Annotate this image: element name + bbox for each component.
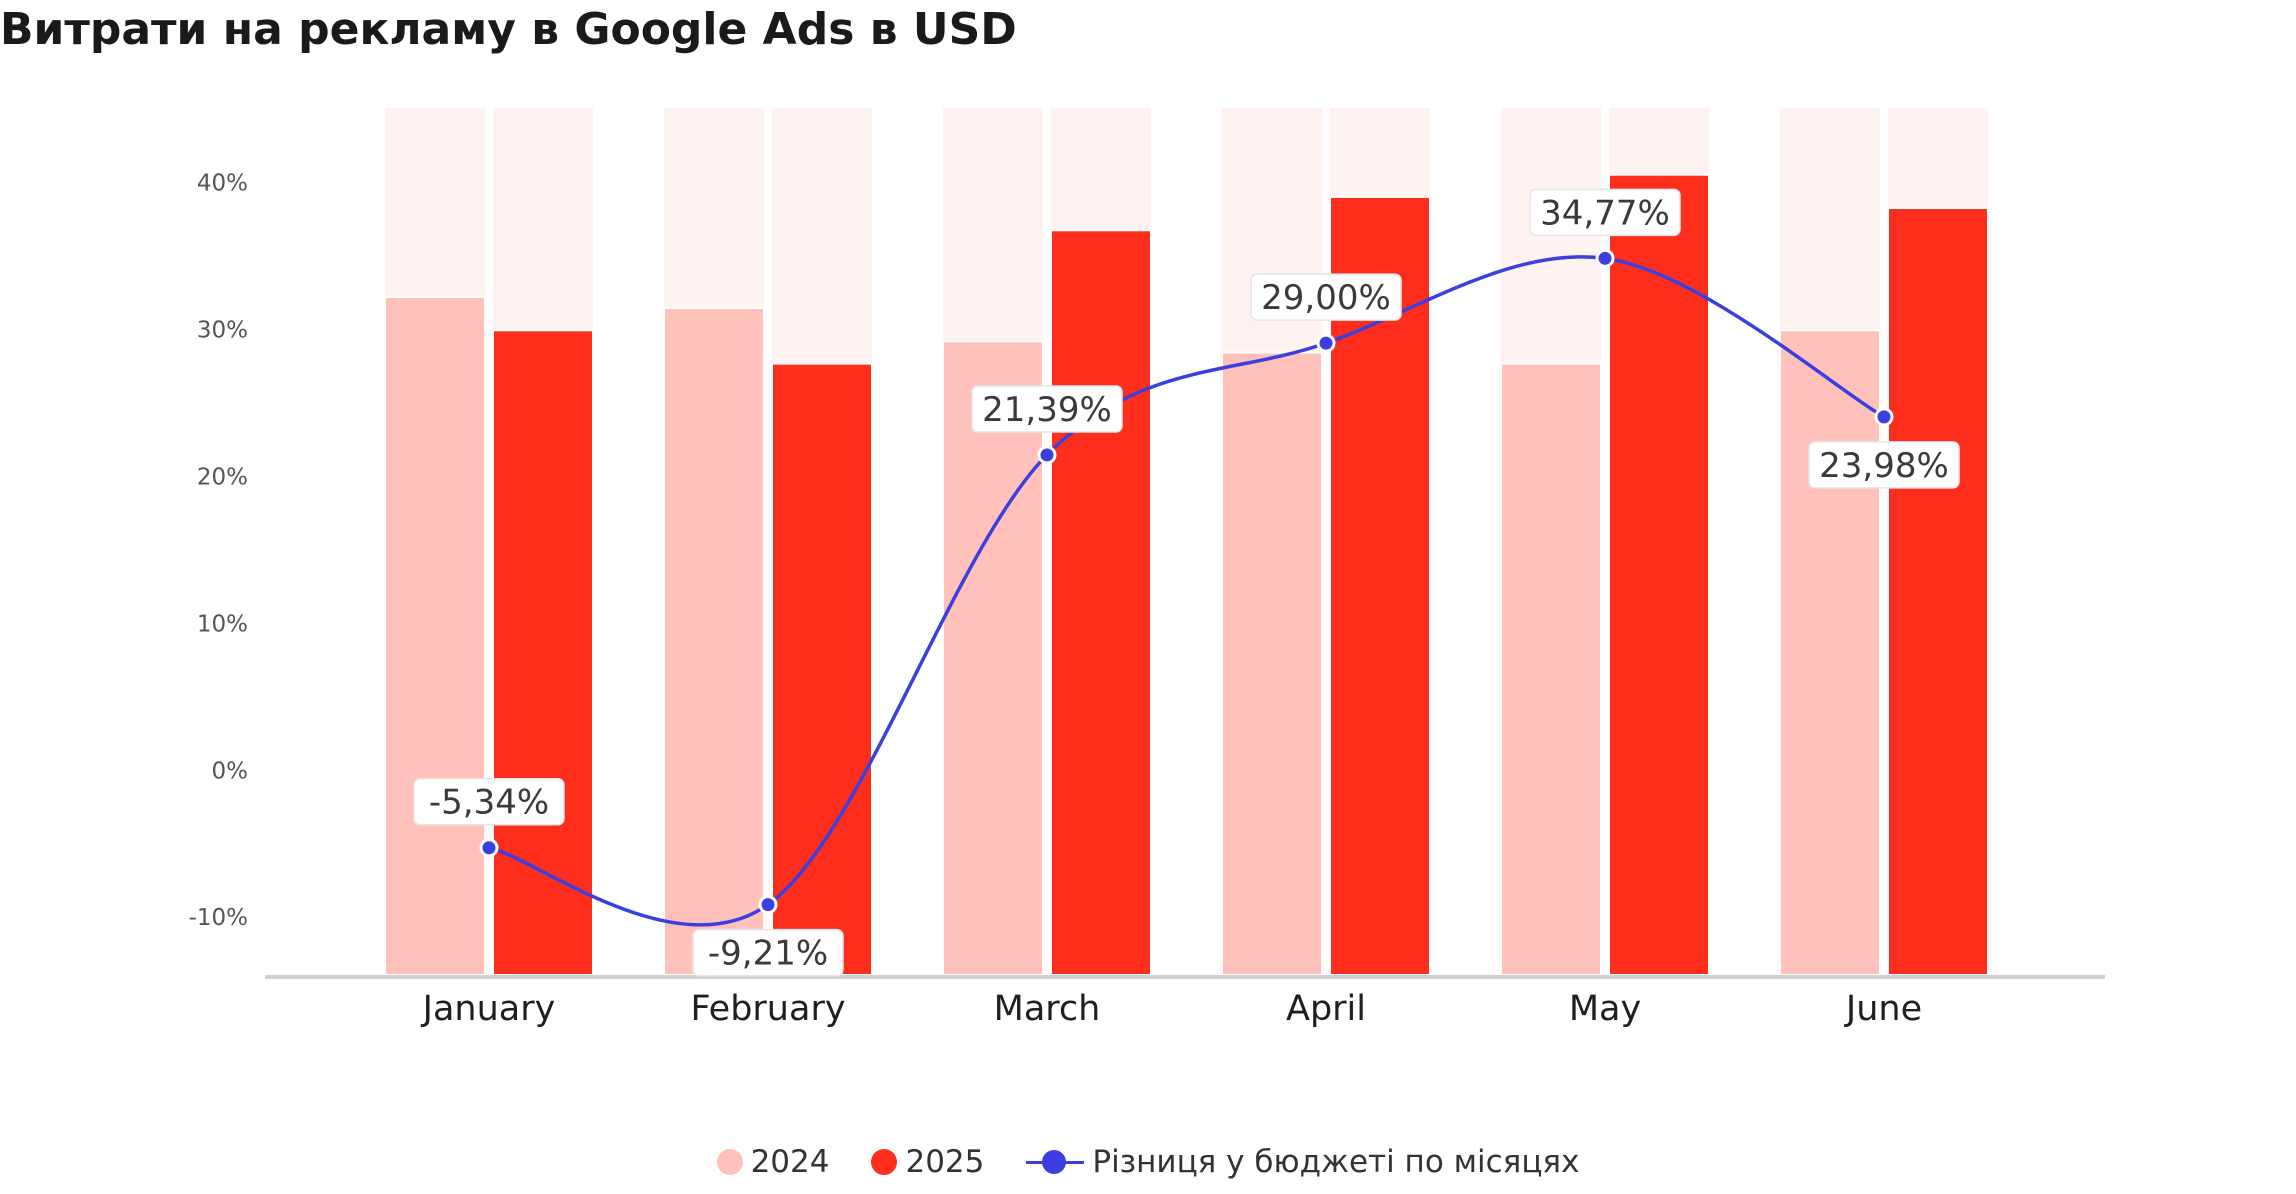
bar-2025 — [1050, 229, 1152, 976]
data-label-background — [1529, 188, 1681, 237]
data-label: 29,00% — [1261, 278, 1391, 318]
legend-item-2025[interactable]: 2025 — [871, 1144, 984, 1180]
bar-2025 — [1887, 207, 1989, 977]
data-label: 21,39% — [982, 390, 1112, 430]
data-label-background — [1250, 273, 1402, 321]
bar-2024 — [942, 340, 1044, 976]
x-tick-label: February — [690, 989, 845, 1029]
data-label-box: 29,00% — [1250, 273, 1402, 321]
data-label-background — [1808, 441, 1960, 489]
chart-legend: 2024 2025 Різниця у бюджеті по місяцях — [0, 1144, 2296, 1180]
x-tick-label: June — [1844, 989, 1922, 1029]
bar-2025 — [1329, 195, 1431, 976]
bar-2024 — [1221, 351, 1323, 976]
legend-label-difference: Різниця у бюджеті по місяцях — [1092, 1144, 1580, 1180]
x-tick-label: April — [1286, 989, 1366, 1029]
y-tick-label: 40% — [197, 170, 248, 196]
legend-swatch-2024 — [716, 1149, 743, 1175]
data-label-box: 34,77% — [1529, 188, 1681, 237]
data-label-box: -9,21% — [692, 928, 844, 977]
bar-group-february — [663, 108, 873, 977]
bar-2024 — [384, 295, 486, 976]
difference-line — [488, 255, 1885, 927]
legend-item-2024[interactable]: 2024 — [716, 1144, 830, 1180]
legend-item-difference[interactable]: Різниця у бюджеті по місяцях — [1026, 1144, 1579, 1180]
y-tick-label: 20% — [197, 464, 248, 490]
data-label-background — [692, 928, 844, 977]
difference-point — [758, 895, 778, 915]
data-label-box: -5,34% — [413, 777, 565, 826]
difference-point — [1874, 407, 1894, 427]
x-tick-label: May — [1569, 989, 1641, 1029]
y-tick-label: 10% — [197, 611, 248, 637]
y-tick-label: -10% — [189, 905, 248, 931]
x-tick-label: January — [421, 989, 556, 1029]
bar-2024 — [663, 307, 765, 977]
data-label-box: 21,39% — [971, 385, 1123, 433]
data-label-box: 23,98% — [1808, 441, 1960, 489]
legend-label-2024: 2024 — [750, 1144, 830, 1180]
bar-2025 — [492, 329, 594, 976]
difference-point — [1037, 445, 1057, 465]
y-tick-label: 30% — [197, 317, 248, 343]
legend-swatch-difference — [1026, 1149, 1085, 1175]
difference-point — [1595, 248, 1615, 268]
data-label: -5,34% — [429, 783, 549, 823]
data-label: 23,98% — [1819, 446, 1949, 486]
bar-2024 — [1500, 362, 1602, 976]
difference-point — [1316, 333, 1336, 353]
bar-group-april — [1221, 108, 1431, 976]
x-tick-label: March — [994, 989, 1101, 1029]
data-label: -9,21% — [708, 934, 828, 974]
bar-2024 — [1779, 329, 1881, 976]
bar-group-june — [1779, 108, 1989, 977]
legend-label-2025: 2025 — [905, 1144, 985, 1180]
data-label: 34,77% — [1540, 193, 1670, 233]
y-tick-label: 0% — [212, 758, 249, 784]
bar-group-march — [942, 108, 1152, 976]
chart-title: Витрати на рекламу в Google Ads в USD — [0, 4, 1017, 55]
bar-group-january — [384, 108, 594, 976]
legend-swatch-2025 — [871, 1149, 898, 1175]
difference-point — [479, 838, 499, 858]
data-label-background — [413, 777, 565, 826]
bar-2025 — [771, 362, 873, 976]
data-label-background — [971, 385, 1123, 433]
bar-2025 — [1608, 173, 1710, 976]
bar-group-may — [1500, 108, 1710, 976]
